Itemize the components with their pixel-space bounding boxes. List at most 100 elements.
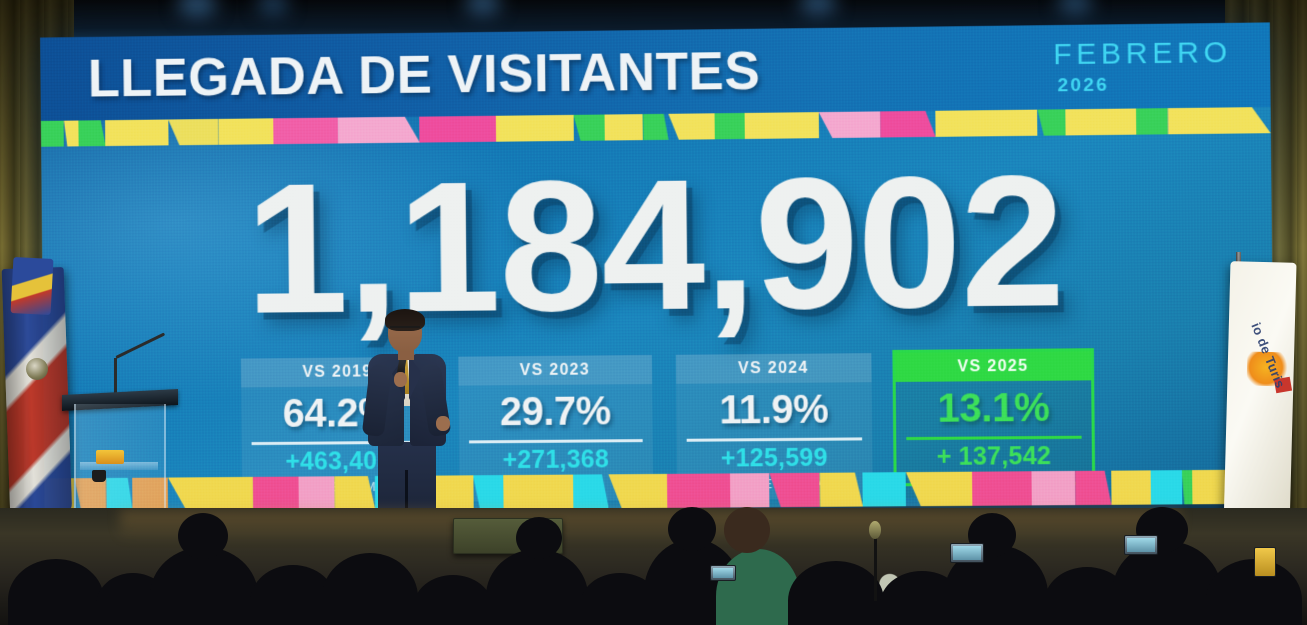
decorative-stripe-bottom-segment xyxy=(667,473,731,508)
ministry-flag xyxy=(1223,261,1297,531)
stat-card-divider xyxy=(905,435,1082,441)
decorative-stripe-top-segment xyxy=(272,117,338,145)
stat-card-delta: +125,599 xyxy=(720,443,828,473)
decorative-stripe-bottom-segment xyxy=(1150,470,1182,505)
decorative-stripe-bottom-segment xyxy=(1111,470,1152,505)
audience-member xyxy=(8,559,104,625)
audience-member xyxy=(250,565,336,625)
audience-phone-1 xyxy=(950,543,984,563)
audience-member xyxy=(1112,541,1222,625)
presenter-hair xyxy=(385,309,425,331)
presenter-hand-right xyxy=(436,416,450,431)
decorative-stripe-top-segment xyxy=(1168,107,1271,134)
audience-member xyxy=(414,575,492,625)
audience-member xyxy=(150,547,258,625)
decorative-stripe-top-segment xyxy=(935,109,1038,137)
podium-cup xyxy=(92,470,106,482)
audience-member xyxy=(788,561,884,625)
audience-phone-4 xyxy=(1254,547,1276,577)
decorative-stripe-top-segment xyxy=(419,115,496,143)
decorative-stripe-bottom-segment xyxy=(252,476,300,511)
led-presentation-screen: LLEGADA DE VISITANTES FEBRERO 2026 1,184… xyxy=(40,22,1275,513)
decorative-stripe-bottom-segment xyxy=(862,472,907,507)
decorative-stripe-top-segment xyxy=(218,118,274,145)
decorative-stripe-bottom-segment xyxy=(1075,471,1111,505)
decorative-stripe-top-segment xyxy=(338,117,420,144)
phone-screen xyxy=(1127,538,1155,552)
decorative-stripe-top-segment xyxy=(168,119,218,145)
stat-card-delta: + 137,542 xyxy=(936,441,1052,471)
ceiling-light-4 xyxy=(800,0,836,16)
stat-card-percent: 11.9% xyxy=(719,387,829,433)
podium-object xyxy=(96,450,124,464)
stat-card-header: VS 2024 xyxy=(675,353,872,384)
phone-screen xyxy=(713,568,733,578)
stat-card-percent: 13.1% xyxy=(937,385,1050,431)
decorative-stripe-top-segment xyxy=(1065,108,1136,136)
page-title: LLEGADA DE VISITANTES xyxy=(87,41,761,108)
audience-phone-3 xyxy=(710,565,736,581)
date-year-label: 2026 xyxy=(1057,74,1110,96)
decorative-stripe-bottom-segment xyxy=(1031,470,1076,506)
audience-head xyxy=(724,507,770,553)
stat-card-delta: +271,368 xyxy=(502,445,610,475)
presenter-glasses-icon xyxy=(390,326,420,333)
phone-screen xyxy=(953,546,981,560)
decorative-stripe-bottom-segment xyxy=(168,477,253,511)
decorative-stripe-top-segment xyxy=(495,114,574,142)
presenter-hand-left xyxy=(394,372,407,387)
ceiling-light-3 xyxy=(466,0,500,16)
decorative-stripe-top-segment xyxy=(714,112,745,140)
decorative-stripe-bottom-segment xyxy=(972,471,1033,506)
podium-microphone-stem xyxy=(114,358,117,398)
decorative-stripe-bottom-segment xyxy=(473,475,504,509)
stat-card-label: VS 2024 xyxy=(737,359,809,377)
audience-phone-2 xyxy=(1124,535,1158,555)
podium-shelf xyxy=(80,462,158,470)
ceiling-light-2 xyxy=(258,0,288,16)
ceiling-light-1 xyxy=(178,0,216,18)
decorative-stripe-bottom-segment xyxy=(820,472,863,506)
audience-head xyxy=(668,507,716,551)
microphone-head-icon xyxy=(869,521,881,539)
decorative-stripe-bottom-segment xyxy=(906,472,973,507)
stat-card-label: VS 2023 xyxy=(519,361,591,379)
stat-card-percent: 29.7% xyxy=(499,389,611,435)
slide-title-band: LLEGADA DE VISITANTES FEBRERO 2026 xyxy=(40,22,1271,121)
audience-member xyxy=(322,553,418,625)
decorative-stripe-top-segment xyxy=(64,121,79,147)
decorative-stripe-top-segment xyxy=(1038,109,1066,135)
headline-number-area: 1,184,902 xyxy=(41,137,1273,352)
audience-head xyxy=(178,513,228,559)
date-month-label: FEBRERO xyxy=(1053,35,1232,71)
decorative-stripe-top-segment xyxy=(573,115,605,141)
stat-card-label: VS 2025 xyxy=(957,357,1029,375)
stat-card-header: VS 2025 xyxy=(894,351,1092,382)
stat-card-divider xyxy=(686,437,862,442)
decorative-stripe-top-segment xyxy=(40,120,65,147)
audience-member xyxy=(716,549,800,625)
audience-silhouettes xyxy=(0,507,1307,625)
audience-member xyxy=(486,549,588,625)
decorative-stripe-bottom-segment xyxy=(1182,470,1193,504)
decorative-stripe-top-segment xyxy=(78,120,105,146)
stat-card-divider xyxy=(468,439,643,444)
decorative-stripe-bottom-segment xyxy=(769,473,820,507)
slide-date: FEBRERO 2026 xyxy=(1053,35,1244,96)
ceiling-light-5 xyxy=(1058,0,1092,16)
decorative-stripe-bottom-segment xyxy=(730,473,770,508)
audience-head xyxy=(516,517,562,559)
decorative-stripe-top-segment xyxy=(744,112,819,139)
decorative-stripe-bottom-segment xyxy=(503,474,574,510)
decorative-stripe-top-segment xyxy=(604,114,644,141)
decorative-stripe-top-segment xyxy=(819,111,881,138)
decorative-stripe-top-segment xyxy=(1135,108,1168,135)
decorative-stripe-top-segment xyxy=(643,114,669,140)
decorative-stripe-bottom-segment xyxy=(298,476,335,511)
stat-card-header: VS 2023 xyxy=(457,355,653,386)
